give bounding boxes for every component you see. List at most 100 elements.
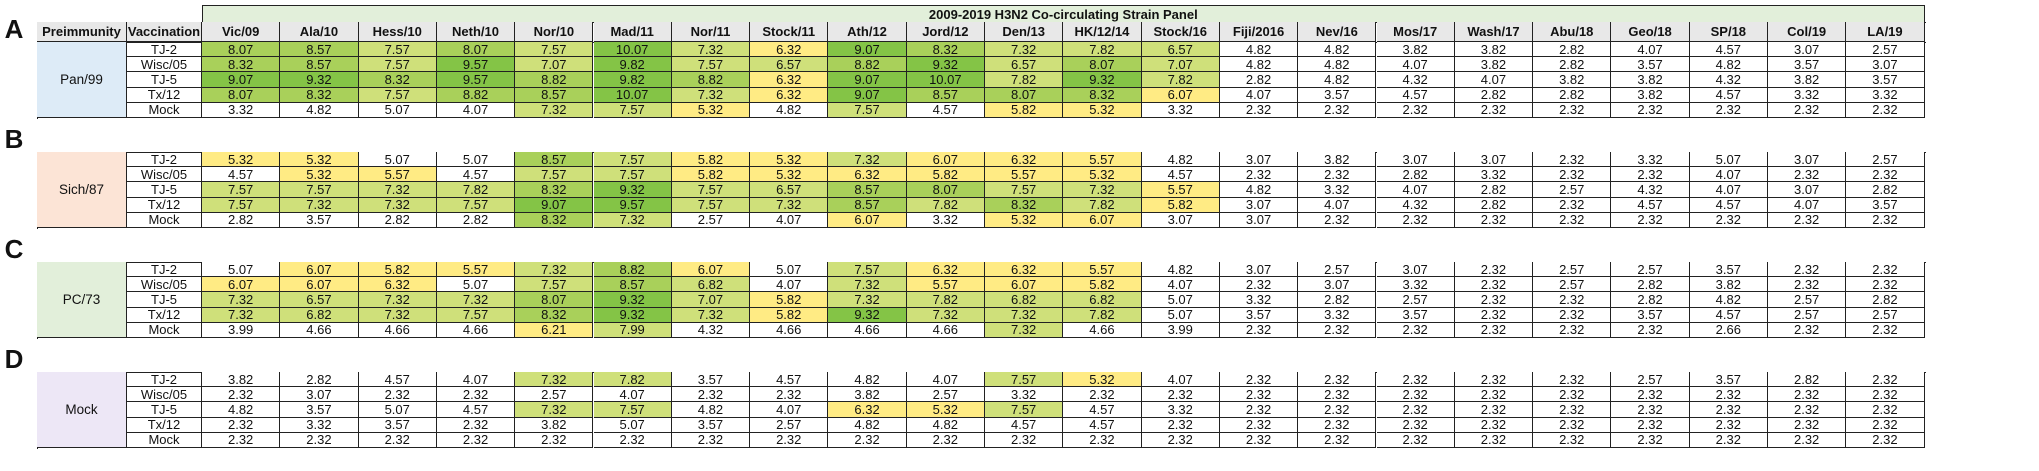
titer-cell: 6.57: [985, 57, 1064, 73]
titer-cell: 4.66: [750, 322, 829, 338]
titer-cell: 2.32: [1689, 212, 1768, 228]
titer-cell: 3.57: [1846, 197, 1925, 213]
titer-cell: 2.32: [1454, 432, 1534, 448]
titer-cell: 4.57: [750, 372, 829, 388]
titer-cell: 2.82: [358, 212, 437, 228]
titer-cell: 6.32: [750, 42, 829, 58]
titer-cell: 2.32: [750, 387, 829, 403]
titer-cell: 2.32: [1219, 432, 1299, 448]
titer-cell: 2.32: [202, 432, 281, 448]
titer-cell: 4.32: [1376, 197, 1455, 213]
titer-cell: 6.32: [985, 262, 1064, 278]
titer-cell: 7.57: [671, 182, 751, 198]
titer-cell: 8.07: [436, 42, 516, 58]
titer-cell: 5.57: [1063, 152, 1142, 168]
titer-cell: 5.82: [1141, 197, 1220, 213]
vaccination-cell: TJ-5: [127, 182, 202, 198]
titer-cell: 3.57: [1768, 57, 1847, 73]
titer-cell: 7.82: [593, 372, 672, 388]
titer-cell: 2.32: [1454, 292, 1534, 308]
titer-cell: 4.07: [750, 212, 829, 228]
titer-cell: 2.32: [1689, 432, 1768, 448]
titer-cell: 2.82: [1611, 277, 1690, 293]
titer-cell: 4.32: [1689, 72, 1768, 88]
titer-cell: 7.57: [828, 102, 907, 118]
header-strain: Nor/11: [671, 22, 751, 42]
titer-cell: 2.32: [1376, 102, 1455, 118]
titer-cell: 2.32: [1533, 307, 1612, 323]
titer-cell: 2.32: [906, 432, 985, 448]
titer-cell: 5.82: [750, 307, 829, 323]
titer-cell: 9.82: [593, 72, 672, 88]
titer-cell: 3.82: [1533, 72, 1612, 88]
titer-cell: 8.82: [593, 262, 672, 278]
titer-cell: 2.57: [1846, 152, 1925, 168]
titer-cell: 4.82: [1219, 182, 1299, 198]
titer-cell: 6.07: [280, 277, 359, 293]
titer-cell: 2.32: [1611, 402, 1690, 418]
titer-cell: 7.32: [358, 292, 437, 308]
vaccination-cell: TJ-5: [127, 72, 202, 88]
titer-cell: 4.07: [1689, 182, 1768, 198]
titer-cell: 2.32: [1768, 432, 1847, 448]
titer-cell: 2.32: [1533, 212, 1612, 228]
titer-cell: 4.57: [1689, 42, 1768, 58]
titer-cell: 3.07: [280, 387, 359, 403]
titer-cell: 6.07: [985, 277, 1064, 293]
titer-cell: 2.32: [358, 432, 437, 448]
titer-cell: 2.32: [1454, 307, 1534, 323]
titer-cell: 9.57: [436, 72, 516, 88]
titer-cell: 4.07: [1376, 57, 1455, 73]
titer-cell: 2.32: [202, 417, 281, 433]
titer-cell: 2.32: [1219, 417, 1299, 433]
titer-cell: 2.32: [1454, 417, 1534, 433]
titer-cell: 2.32: [593, 432, 672, 448]
titer-cell: 7.82: [906, 292, 985, 308]
titer-cell: 2.32: [1768, 167, 1847, 183]
titer-cell: 2.32: [1454, 102, 1534, 118]
titer-cell: 7.57: [515, 277, 594, 293]
titer-cell: 3.57: [280, 212, 359, 228]
titer-cell: 5.32: [1063, 372, 1142, 388]
titer-cell: 2.32: [515, 432, 594, 448]
titer-cell: 9.32: [593, 307, 672, 323]
titer-cell: 2.82: [1533, 57, 1612, 73]
titer-cell: 3.57: [1846, 72, 1925, 88]
titer-cell: 3.82: [828, 387, 907, 403]
titer-cell: 2.32: [1298, 212, 1377, 228]
panel-letter: A: [4, 13, 24, 44]
titer-cell: 4.57: [1141, 167, 1220, 183]
titer-cell: 2.32: [1768, 212, 1847, 228]
titer-cell: 3.07: [1219, 197, 1299, 213]
titer-cell: 4.66: [280, 322, 359, 338]
titer-cell: 7.57: [358, 42, 437, 58]
titer-cell: 2.32: [1689, 102, 1768, 118]
vaccination-cell: TJ-2: [127, 152, 202, 168]
titer-cell: 6.07: [280, 262, 359, 278]
titer-cell: 7.32: [985, 42, 1064, 58]
titer-cell: 3.57: [1689, 372, 1768, 388]
titer-cell: 7.32: [436, 292, 516, 308]
titer-cell: 4.57: [358, 372, 437, 388]
titer-cell: 4.82: [1689, 57, 1768, 73]
titer-cell: 2.32: [1533, 102, 1612, 118]
titer-cell: 2.82: [1454, 182, 1534, 198]
titer-cell: 7.99: [593, 322, 672, 338]
titer-cell: 2.82: [1768, 372, 1847, 388]
titer-cell: 2.32: [436, 432, 516, 448]
titer-cell: 2.66: [1689, 322, 1768, 338]
titer-cell: 3.07: [1768, 152, 1847, 168]
titer-cell: 2.57: [1376, 292, 1455, 308]
titer-cell: 4.66: [436, 322, 516, 338]
titer-cell: 2.32: [1533, 387, 1612, 403]
titer-cell: 2.32: [1219, 402, 1299, 418]
titer-cell: 8.82: [828, 57, 907, 73]
header-strain: Nor/10: [515, 22, 594, 42]
preimmunity-cell: PC/73: [37, 262, 127, 338]
titer-cell: 4.32: [671, 322, 751, 338]
titer-cell: 2.32: [280, 432, 359, 448]
titer-cell: 4.07: [1219, 87, 1299, 103]
titer-cell: 4.07: [906, 372, 985, 388]
titer-cell: 2.32: [1219, 167, 1299, 183]
titer-cell: 2.32: [1611, 432, 1690, 448]
